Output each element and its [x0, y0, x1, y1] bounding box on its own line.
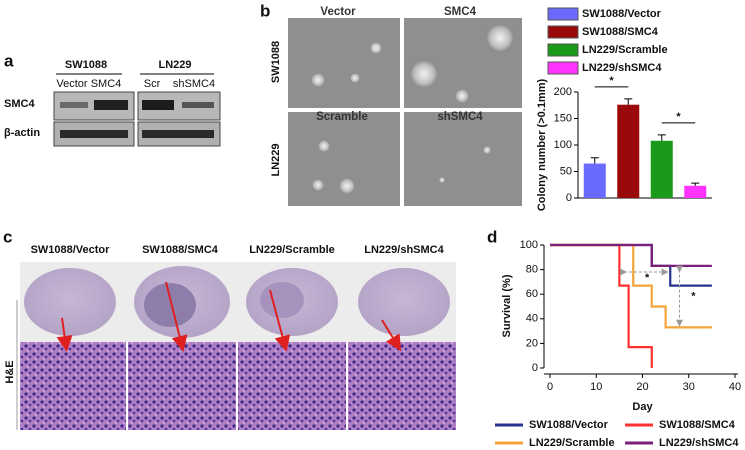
y-axis-label: Survival (%) — [501, 274, 513, 337]
bar — [684, 185, 707, 198]
x-tick-label: 0 — [547, 381, 553, 393]
row-label: H&E — [4, 360, 16, 383]
group-label: SW1088 — [65, 59, 107, 71]
legend-label: SW1088/Vector — [529, 419, 609, 431]
panel-label: a — [4, 51, 14, 70]
significance-mark: * — [609, 75, 614, 87]
group-label: LN229 — [158, 59, 191, 71]
y-axis-label: Colony number (>0.1mm) — [536, 78, 548, 211]
y-tick-label: 150 — [554, 112, 572, 124]
legend-label: LN229/shSMC4 — [659, 437, 739, 449]
column-label: SMC4 — [444, 6, 477, 18]
y-tick-label: 20 — [526, 337, 538, 349]
column-label: LN229/Scramble — [249, 244, 335, 256]
bar — [650, 140, 673, 198]
legend-label: SW1088/SMC4 — [659, 419, 736, 431]
row-label: LN229 — [270, 143, 282, 176]
column-label: LN229/shSMC4 — [364, 244, 444, 256]
lane-label: shSMC4 — [173, 78, 215, 90]
bar — [617, 104, 640, 198]
error-bar — [691, 182, 700, 186]
legend-swatch — [547, 61, 579, 75]
western-blot — [53, 91, 221, 147]
panel-label: b — [260, 1, 270, 20]
error-bar — [624, 98, 633, 105]
row-label: SMC4 — [4, 98, 35, 110]
column-label: Vector — [320, 6, 356, 18]
row-label: β-actin — [4, 127, 40, 139]
y-tick-label: 0 — [532, 362, 538, 374]
legend-swatch — [547, 43, 579, 57]
significance-mark: * — [645, 272, 650, 284]
legend-label: LN229/Scramble — [529, 437, 615, 449]
y-tick-label: 40 — [526, 313, 538, 325]
y-tick-label: 80 — [526, 264, 538, 276]
colony-images — [288, 18, 522, 206]
column-label: shSMC4 — [437, 111, 483, 123]
y-tick-label: 200 — [554, 86, 572, 98]
lane-label: Vector — [56, 78, 88, 90]
bar — [583, 163, 606, 198]
legend-label: SW1088/Vector — [582, 8, 662, 20]
column-label: Scramble — [316, 111, 368, 123]
legend-swatch — [547, 25, 579, 39]
x-tick-label: 40 — [729, 381, 741, 393]
survival-line — [550, 243, 712, 329]
panel-label: c — [3, 227, 12, 246]
significance-mark: * — [676, 111, 681, 123]
histology-images — [20, 262, 456, 430]
significance-mark: * — [691, 291, 696, 303]
legend-label: LN229/shSMC4 — [582, 62, 662, 74]
row-label: SW1088 — [270, 41, 282, 83]
legend-swatch — [547, 7, 579, 21]
column-label: SW1088/Vector — [31, 244, 111, 256]
y-tick-label: 50 — [560, 165, 572, 177]
survival-line — [550, 243, 712, 268]
survival-line — [550, 243, 653, 368]
lane-label: SMC4 — [91, 78, 122, 90]
legend-label: LN229/Scramble — [582, 44, 668, 56]
panel-label: d — [487, 227, 497, 246]
x-tick-label: 20 — [636, 381, 648, 393]
legend-label: SW1088/SMC4 — [582, 26, 659, 38]
x-tick-label: 30 — [683, 381, 695, 393]
y-tick-label: 60 — [526, 288, 538, 300]
error-bar — [657, 134, 666, 141]
x-tick-label: 10 — [590, 381, 602, 393]
column-label: SW1088/SMC4 — [142, 244, 219, 256]
x-axis-label: Day — [632, 401, 653, 413]
error-bar — [590, 157, 599, 164]
lane-label: Scr — [144, 78, 161, 90]
y-tick-label: 100 — [554, 139, 572, 151]
y-tick-label: 0 — [566, 192, 572, 204]
y-tick-label: 100 — [520, 239, 538, 251]
